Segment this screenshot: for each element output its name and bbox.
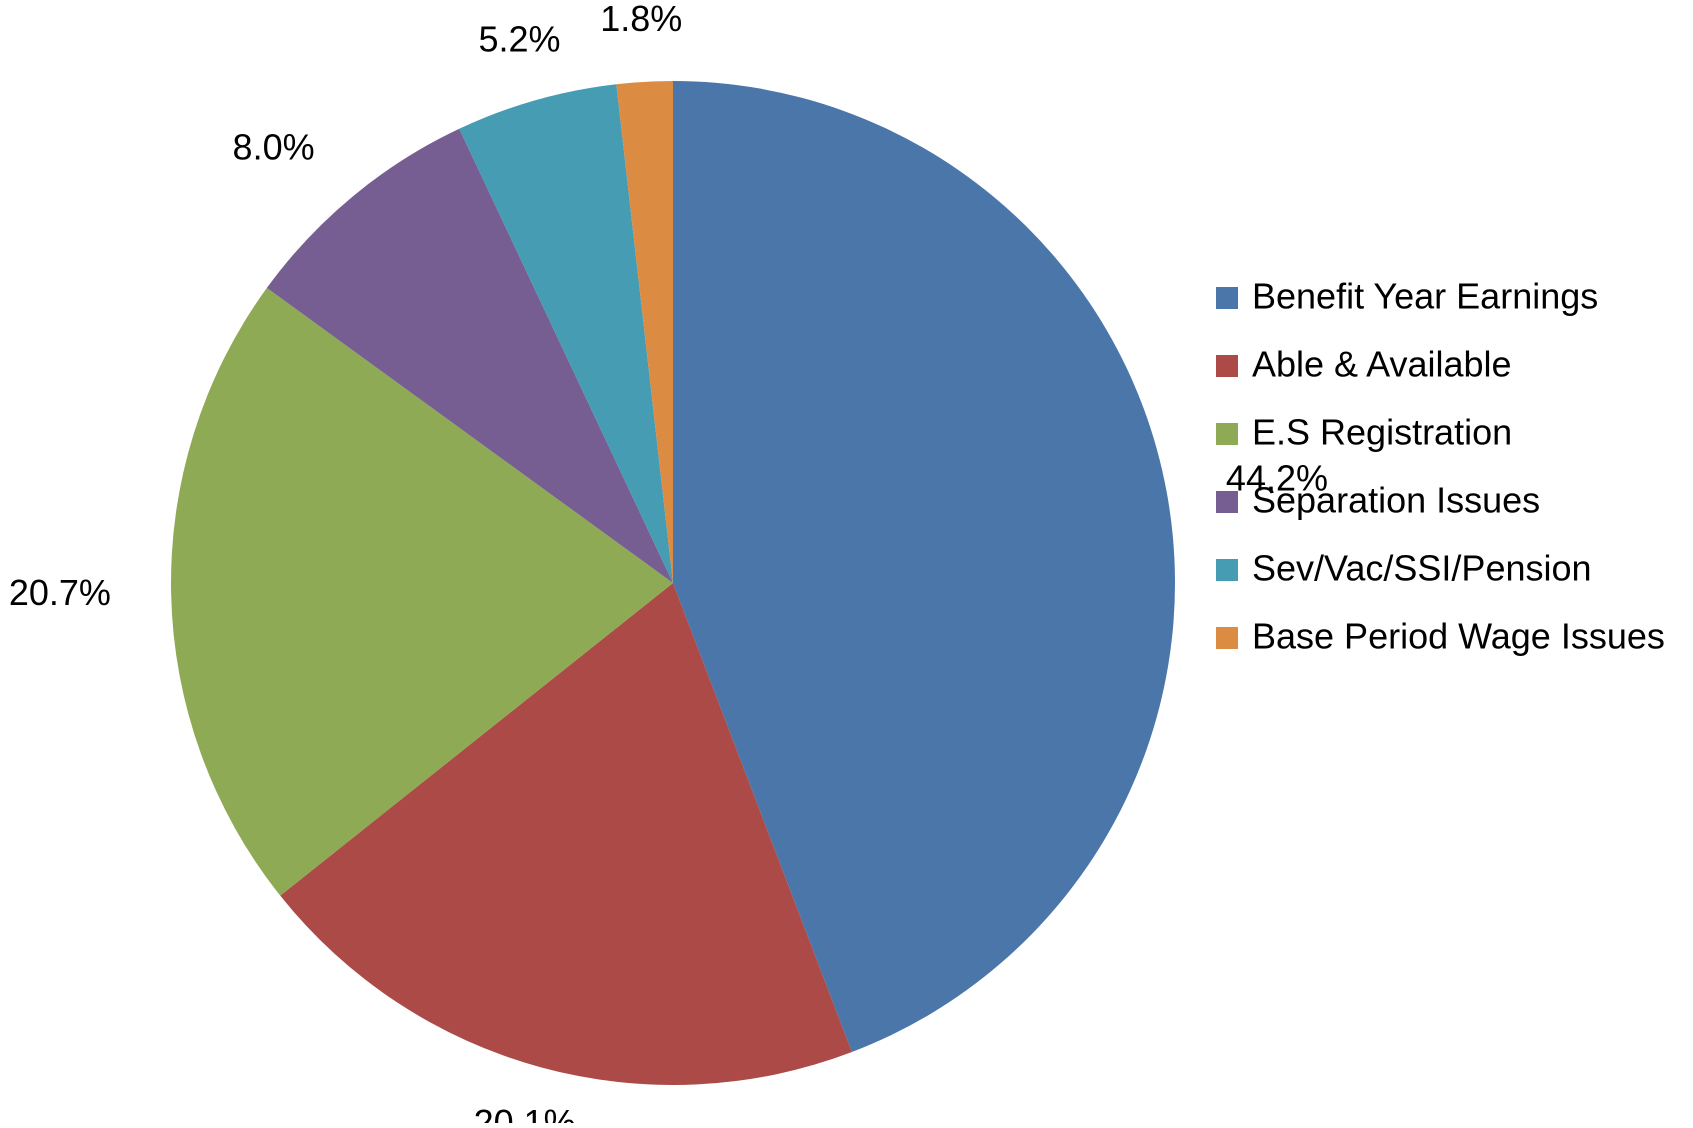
legend-swatch: [1216, 355, 1238, 377]
legend-label: E.S Registration: [1252, 412, 1512, 453]
legend-swatch: [1216, 491, 1238, 513]
legend-label: Separation Issues: [1252, 480, 1540, 521]
legend-label: Able & Available: [1252, 344, 1512, 385]
pie-slice: [266, 128, 673, 583]
data-label: 5.2%: [479, 19, 561, 60]
pie-slice: [459, 84, 673, 583]
pie-slice: [673, 81, 1176, 1053]
pie-slice: [280, 583, 852, 1085]
legend-swatch: [1216, 287, 1238, 309]
data-label: 20.7%: [9, 572, 111, 613]
data-label: 20.1%: [474, 1102, 576, 1123]
legend-swatch: [1216, 423, 1238, 445]
legend-swatch: [1216, 627, 1238, 649]
legend-label: Base Period Wage Issues: [1252, 616, 1665, 657]
pie-slice: [170, 287, 673, 896]
legend-label: Benefit Year Earnings: [1252, 276, 1598, 317]
data-label: 8.0%: [233, 126, 315, 167]
pie-slice: [616, 81, 673, 583]
data-label: 1.8%: [600, 0, 682, 39]
legend-swatch: [1216, 559, 1238, 581]
data-label: 44.2%: [1226, 458, 1328, 499]
legend-label: Sev/Vac/SSI/Pension: [1252, 548, 1592, 589]
